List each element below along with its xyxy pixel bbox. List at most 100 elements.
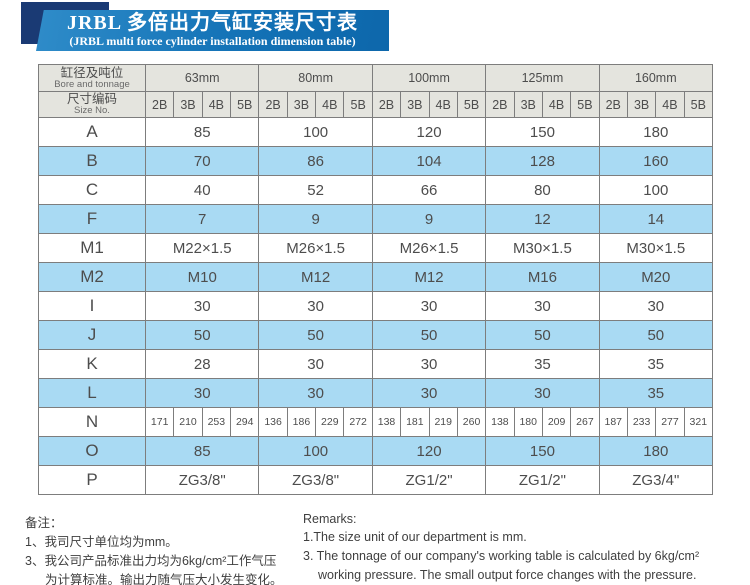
page-title: JRBL 多倍出力气缸安装尺寸表 [66, 12, 359, 34]
table-row-N: N 171 210 253 294 136 186 229 272 138 181 219 260 138… [38, 407, 713, 437]
dim-value-cell: 128 [485, 146, 600, 176]
corner-size-no-cn: 尺寸编码 [66, 92, 117, 106]
table-row-P: P ZG3/8" ZG3/8" ZG1/2" ZG1/2" ZG3/4" [38, 465, 713, 495]
dim-value-cell: 50 [485, 320, 600, 350]
row-label: L [38, 378, 146, 408]
dim-value-cell: 100 [258, 117, 373, 147]
row-label: M2 [38, 262, 146, 292]
row-label: B [38, 146, 146, 176]
dim-value-cell: ZG1/2" [485, 465, 600, 495]
remark-line: 1、我司尺寸单位均为mm。 [25, 535, 178, 549]
dim-value-cell: 321 [683, 407, 713, 437]
dim-value-cell: M26×1.5 [258, 233, 373, 263]
dim-value-cell: 100 [598, 175, 713, 205]
remark-line: 3. The tonnage of our company's working … [303, 549, 700, 563]
dim-value-cell: 30 [485, 291, 600, 321]
size-code-header: 3B [626, 91, 657, 118]
dim-value-cell: 210 [173, 407, 203, 437]
dim-value-cell: 138 [485, 407, 515, 437]
dim-value-cell: 28 [144, 349, 260, 379]
dim-value-cell: 30 [144, 378, 260, 408]
dim-value-cell: ZG3/4" [598, 465, 713, 495]
corner-bore-and-tonnage-cn: 缸径及吨位 [60, 65, 124, 80]
bore-header: 125mm [485, 64, 600, 92]
size-code-header: 5B [456, 91, 487, 118]
bore-header: 160mm [598, 64, 713, 92]
dim-value-cell: 14 [598, 204, 713, 234]
row-label: M1 [38, 233, 146, 263]
dim-value-cell: 180 [598, 436, 713, 466]
bore-header: 100mm [371, 64, 487, 92]
dim-value-cell: 52 [258, 175, 373, 205]
table-row-A: A 85 100 120 150 180 [38, 117, 713, 147]
size-code-header: 2B [598, 91, 628, 118]
table-row-B: B 70 86 104 128 160 [38, 146, 713, 176]
dimension-table: 缸径及吨位 Bore and tonnage 63mm 80mm 100mm 125mm 1… [38, 64, 713, 495]
row-label: I [38, 291, 146, 321]
row-label: C [38, 175, 146, 205]
dim-value-cell: 66 [371, 175, 487, 205]
dim-value-cell: 209 [541, 407, 572, 437]
dim-value-cell: 9 [371, 204, 487, 234]
dim-value-cell: 186 [286, 407, 317, 437]
dim-value-cell: 181 [400, 407, 430, 437]
dim-value-cell: ZG3/8" [144, 465, 260, 495]
dim-value-cell: 50 [598, 320, 713, 350]
table-row-M1: M1 M22×1.5 M26×1.5 M26×1.5 M30×1.5 M30×1.5 [38, 233, 713, 263]
dim-value-cell: M10 [144, 262, 260, 292]
dim-value-cell: 35 [598, 349, 713, 379]
dim-value-cell: M20 [598, 262, 713, 292]
dim-value-cell: M12 [371, 262, 487, 292]
size-code-header: 2B [485, 91, 515, 118]
dim-value-cell: M16 [485, 262, 600, 292]
dim-value-cell: 85 [144, 436, 260, 466]
row-label: F [38, 204, 146, 234]
dim-value-cell: 150 [485, 117, 600, 147]
dim-value-cell: 104 [371, 146, 487, 176]
dim-value-cell: M22×1.5 [144, 233, 260, 263]
dim-value-cell: ZG3/8" [258, 465, 373, 495]
title-banner: JRBL 多倍出力气缸安装尺寸表 (JRBL multi force cylin… [0, 0, 750, 62]
table-row-L: L 30 30 30 30 35 [38, 378, 713, 408]
dim-value-cell: 80 [485, 175, 600, 205]
dim-value-cell: 30 [598, 291, 713, 321]
banner: JRBL 多倍出力气缸安装尺寸表 (JRBL multi force cylin… [36, 10, 389, 51]
dim-value-cell: M30×1.5 [598, 233, 713, 263]
dim-value-cell: 277 [655, 407, 685, 437]
dim-value-cell: 85 [144, 117, 260, 147]
size-code-header: 5B [230, 91, 260, 118]
size-code-header: 3B [513, 91, 543, 118]
remark-line: 1.The size unit of our department is mm. [303, 530, 527, 544]
remarks-en-title: Remarks: [303, 512, 357, 526]
dim-value-cell: 253 [201, 407, 232, 437]
dim-value-cell: 86 [258, 146, 373, 176]
size-code-header: 2B [371, 91, 402, 118]
dim-value-cell: 30 [371, 349, 487, 379]
size-code-header: 2B [144, 91, 175, 118]
table-row-C: C 40 52 66 80 100 [38, 175, 713, 205]
dim-value-cell: 35 [485, 349, 600, 379]
dim-value-cell: 30 [258, 378, 373, 408]
dim-value-cell: 9 [258, 204, 373, 234]
remarks-english: Remarks: 1.The size unit of our departme… [303, 512, 750, 585]
dim-value-cell: M30×1.5 [485, 233, 600, 263]
dim-value-cell: 7 [144, 204, 260, 234]
dim-value-cell: 30 [258, 349, 373, 379]
dim-value-cell: 30 [485, 378, 600, 408]
dim-value-cell: 50 [144, 320, 260, 350]
dim-value-cell: M26×1.5 [371, 233, 487, 263]
row-label: J [38, 320, 146, 350]
size-code-header: 5B [570, 91, 600, 118]
size-code-header: 4B [655, 91, 685, 118]
row-label: N [38, 407, 146, 437]
size-code-header: 5B [343, 91, 373, 118]
corner-size-no: 尺寸编码 Size No. [38, 91, 146, 118]
dim-value-cell: 272 [343, 407, 373, 437]
dim-value-cell: M12 [258, 262, 373, 292]
table-row-F: F 7 9 9 12 14 [38, 204, 713, 234]
row-label: K [38, 349, 146, 379]
dim-value-cell: 12 [485, 204, 600, 234]
dim-value-cell: 35 [598, 378, 713, 408]
size-code-header: 5B [683, 91, 713, 118]
